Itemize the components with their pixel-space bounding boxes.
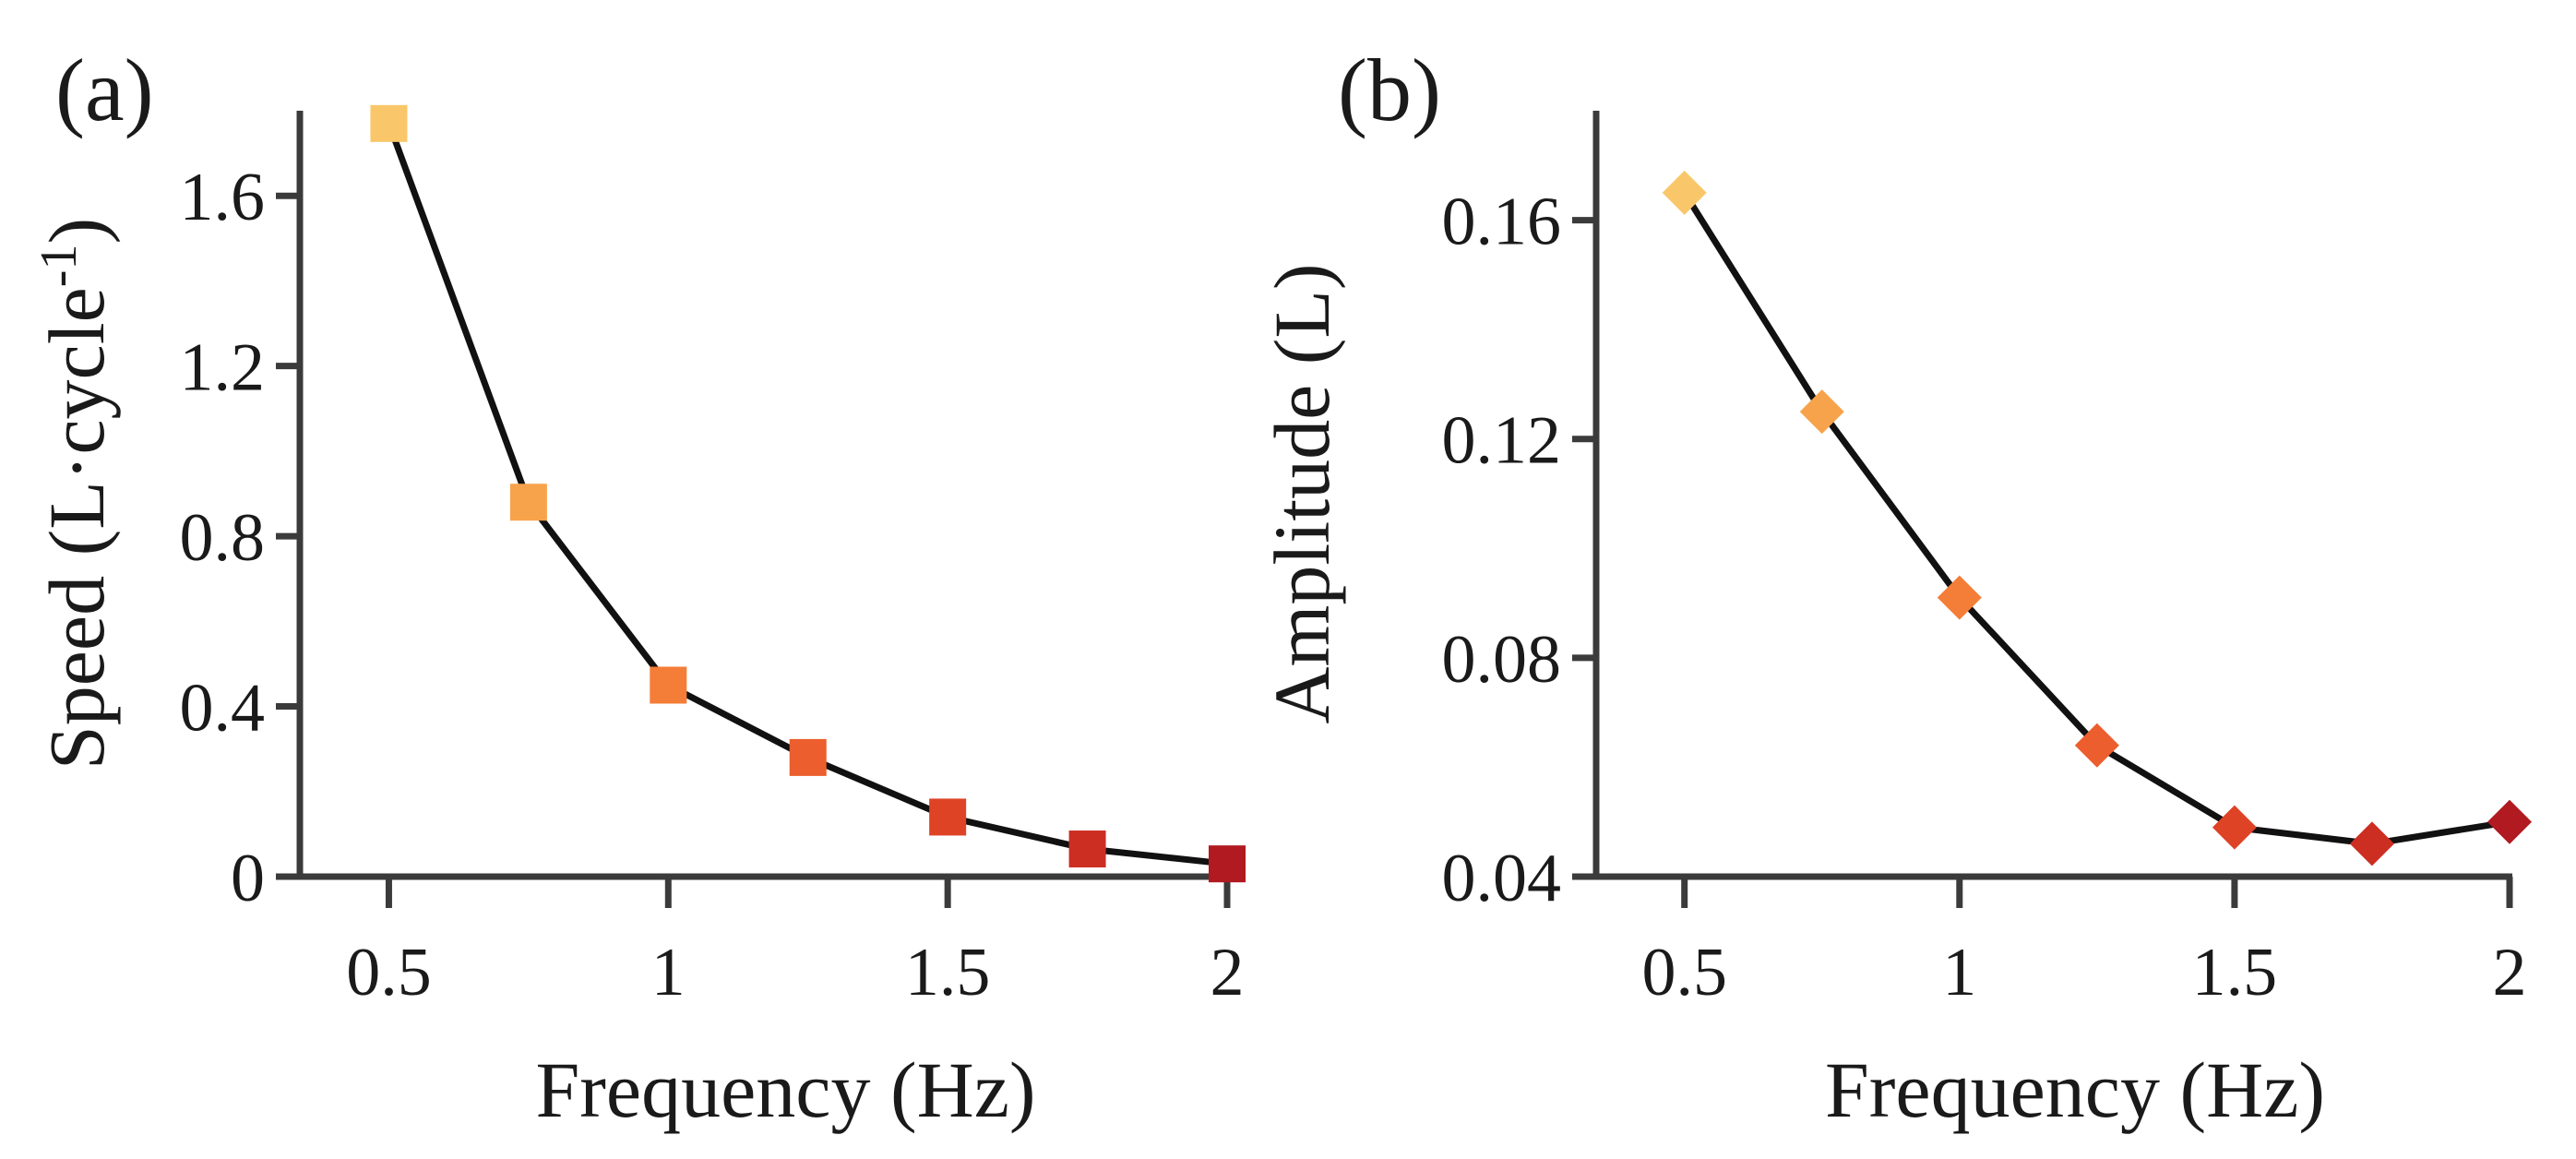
x-tick-label: 2 [2493, 935, 2527, 1010]
panel-label: (a) [55, 41, 154, 139]
x-tick-label: 1.5 [2192, 935, 2278, 1010]
panel-label: (b) [1338, 41, 1441, 139]
y-tick-label: 0.8 [180, 500, 266, 576]
x-tick-label: 0.5 [346, 935, 432, 1010]
y-tick-label: 0.4 [180, 671, 266, 747]
y-axis-title: Speed (L·cycle-1) [30, 218, 121, 770]
data-point-diamond [1799, 389, 1844, 435]
data-point-square [929, 798, 967, 836]
x-tick-label: 2 [1210, 935, 1245, 1010]
x-axis-title: Frequency (Hz) [535, 1045, 1035, 1134]
panel-b: (b) 0.04 0.08 0.12 0.16 0.5 1 1.5 2 Frequency (Hz… [1258, 41, 2532, 1134]
y-tick-label: 0.08 [1442, 622, 1562, 698]
x-tick-label: 1 [651, 935, 686, 1010]
data-point-square [1068, 830, 1106, 868]
data-point-square [650, 666, 687, 704]
data-point-square [789, 738, 827, 776]
x-axis-title: Frequency (Hz) [1825, 1045, 2325, 1134]
data-point-square [509, 484, 547, 521]
y-tick-label: 0 [231, 841, 265, 916]
data-point-diamond [2074, 723, 2119, 768]
x-tick-label: 1.5 [905, 935, 991, 1010]
data-point-diamond [2212, 805, 2257, 850]
y-tick-label: 0.16 [1442, 185, 1562, 260]
data-point-diamond [1937, 575, 1982, 620]
data-point-diamond [2349, 821, 2394, 866]
data-point-square [370, 104, 408, 142]
panel-a: (a) 0 0.4 0.8 1.2 1.6 0.5 1 1.5 2 Frequency (Hz) Sp… [30, 41, 1246, 1134]
data-point-square [1209, 845, 1246, 883]
y-tick-label: 0.12 [1442, 403, 1562, 479]
y-tick-label: 1.2 [180, 330, 266, 406]
x-tick-label: 0.5 [1641, 935, 1727, 1010]
data-point-diamond [1662, 170, 1707, 215]
x-tick-label: 1 [1942, 935, 1976, 1010]
data-point-diamond [2487, 799, 2532, 844]
y-axis-title: Amplitude (L) [1258, 263, 1346, 723]
y-tick-label: 0.04 [1442, 841, 1562, 916]
y-tick-label: 1.6 [180, 160, 266, 235]
